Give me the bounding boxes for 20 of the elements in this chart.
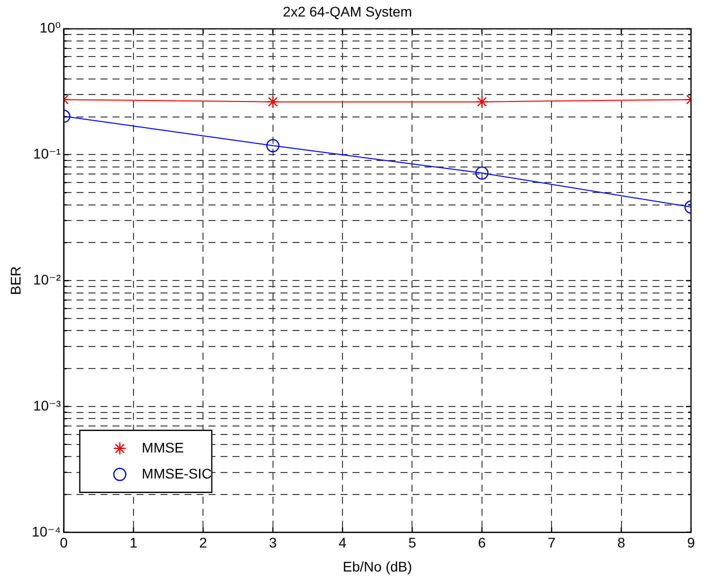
x-tick-label: 9 [687, 534, 696, 551]
legend-label: MMSE [142, 439, 184, 456]
y-tick-label: 10⁰ [40, 20, 62, 36]
legend-label: MMSE-SIC [142, 465, 212, 482]
x-tick-label: 3 [268, 534, 277, 551]
x-tick-label: 5 [408, 534, 416, 551]
x-tick-label: 8 [617, 534, 626, 551]
y-tick-label: 10⁻³ [33, 397, 62, 414]
x-tick-label: 7 [548, 534, 556, 551]
x-tick-label: 4 [338, 534, 347, 551]
x-tick-label: 1 [130, 534, 138, 551]
x-axis-title: Eb/No (dB) [342, 558, 412, 574]
y-tick-label: 10⁻² [33, 271, 62, 288]
chart-title: 2x2 64-QAM System [282, 3, 412, 20]
x-tick-label: 0 [60, 534, 68, 551]
y-axis-title: BER [7, 266, 24, 295]
y-tick-label: 10⁻⁴ [32, 523, 61, 540]
x-tick-label: 2 [199, 534, 208, 551]
x-tick-label: 6 [478, 534, 486, 551]
y-tick-label: 10⁻¹ [33, 146, 62, 162]
